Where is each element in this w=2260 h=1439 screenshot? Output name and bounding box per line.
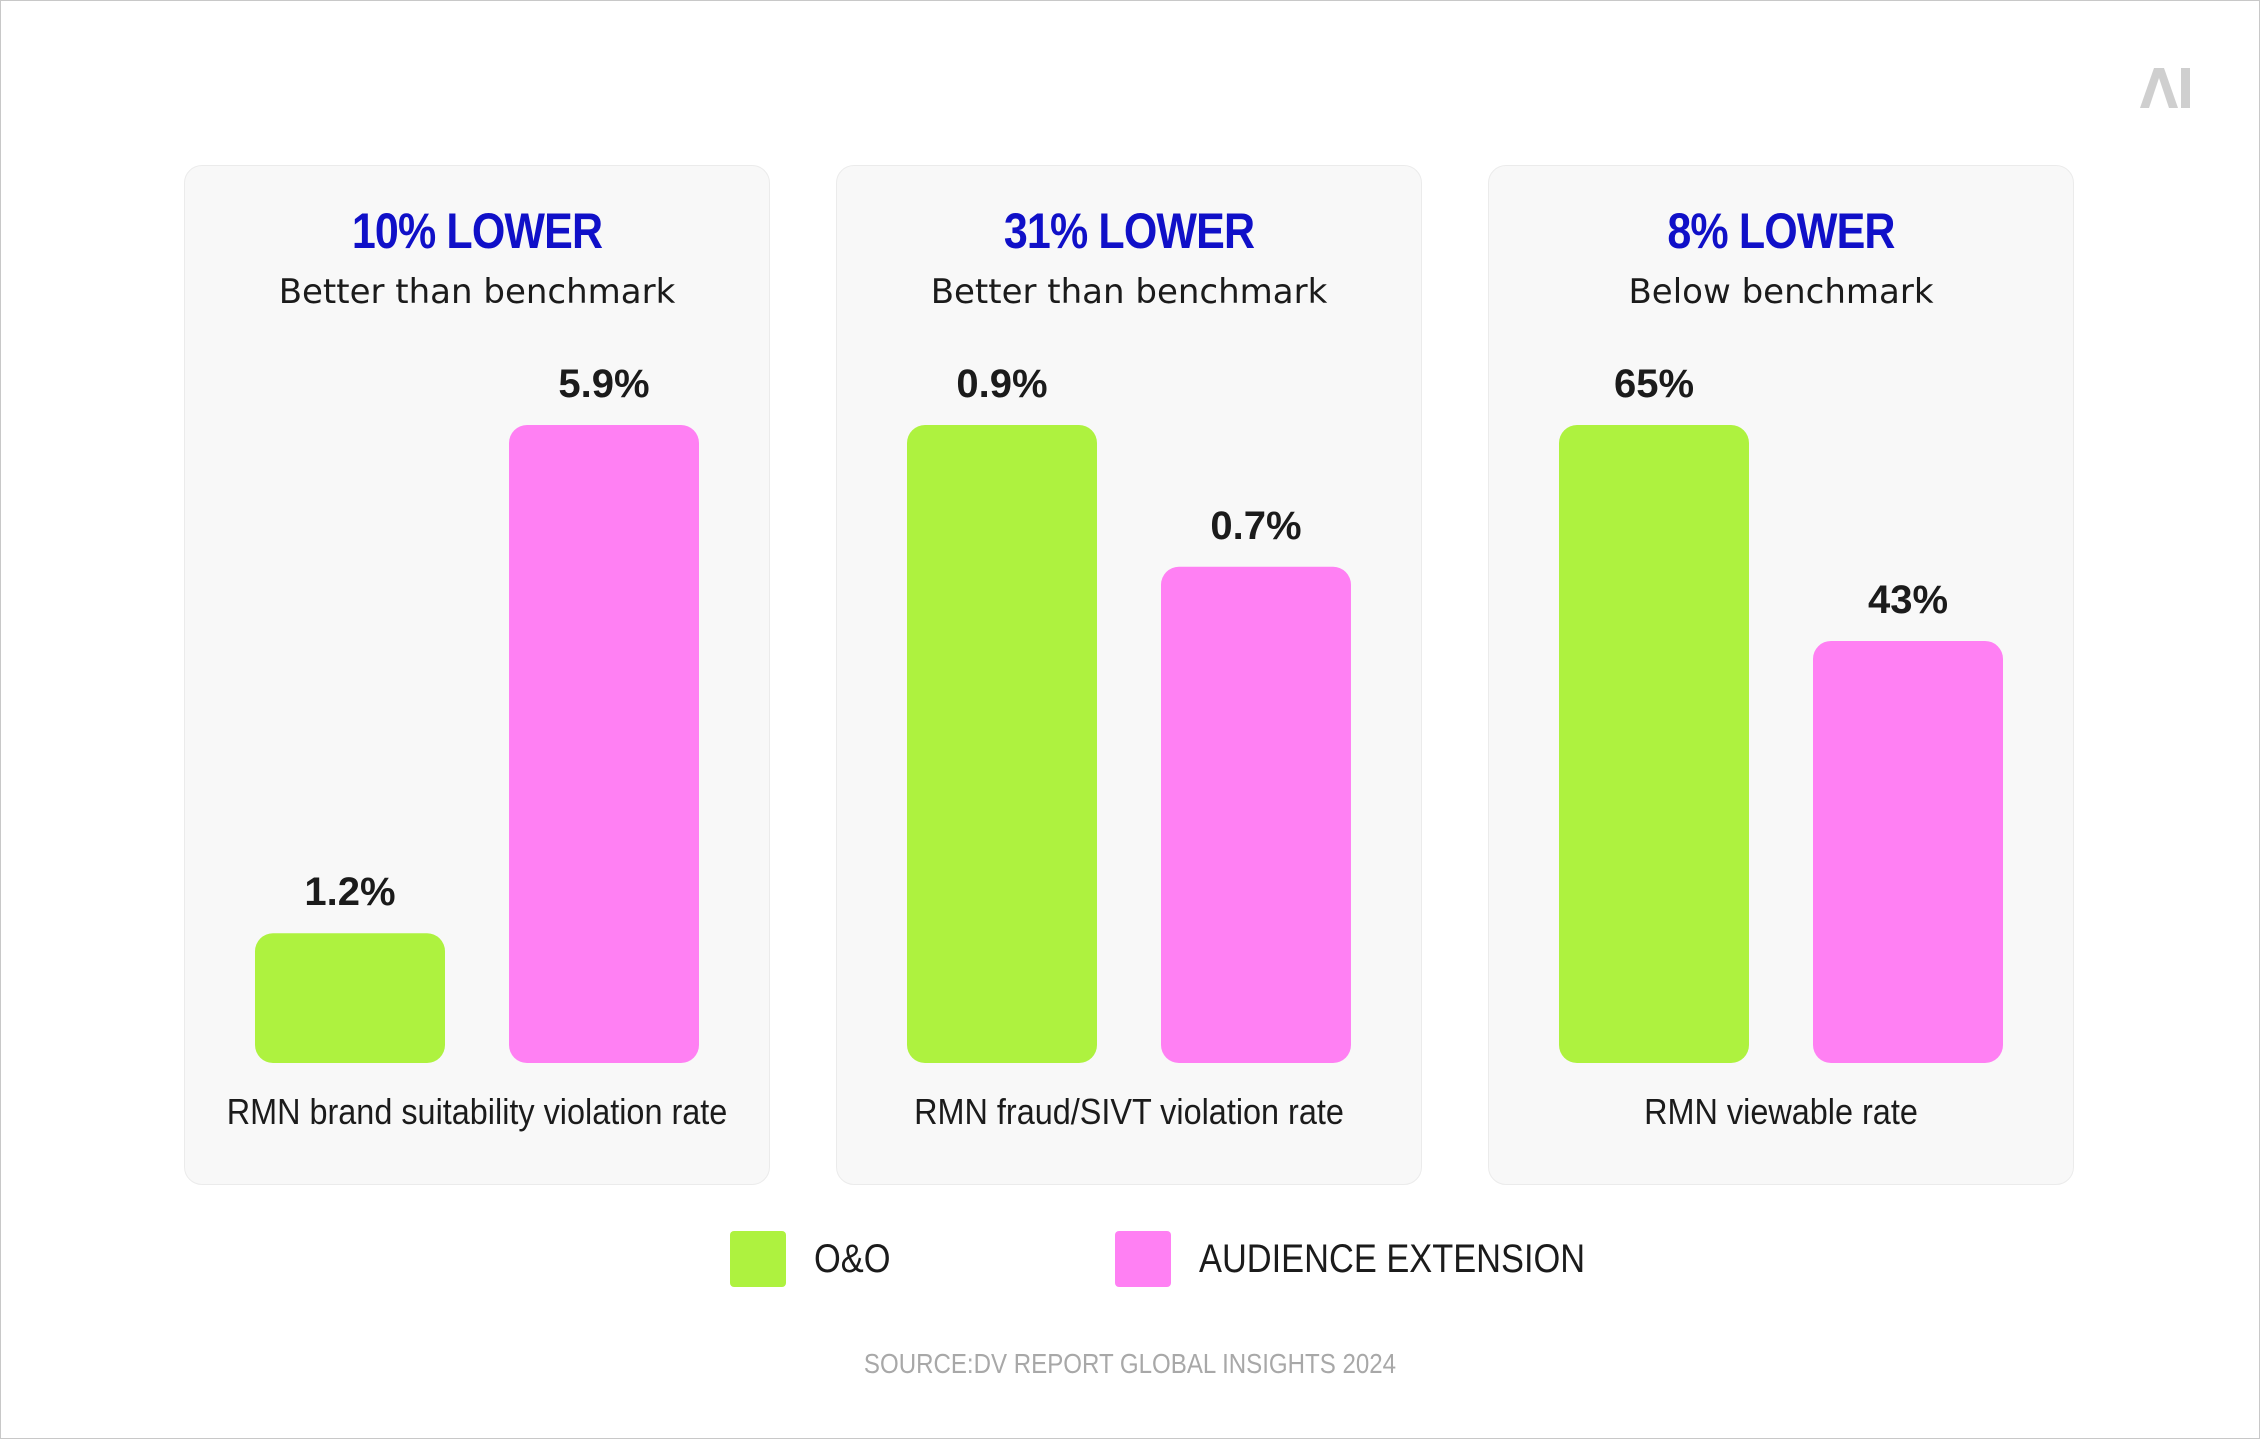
bar-plot: 65% 43% xyxy=(1559,362,2003,1063)
data-label-o-and-o: 0.9% xyxy=(956,362,1047,406)
bar-o-and-o xyxy=(907,425,1097,1063)
ai-logo: AI xyxy=(2140,68,2190,108)
legend-swatch-pink xyxy=(1115,1231,1171,1287)
bar-plot: 0.9% 0.7% xyxy=(907,362,1351,1063)
legend-swatch-green xyxy=(730,1231,786,1287)
legend-label: O&O xyxy=(814,1236,891,1281)
data-label-audience-extension: 5.9% xyxy=(558,362,649,406)
panel-subline: Better than benchmark xyxy=(278,272,676,312)
legend-item-audience-extension: AUDIENCE EXTENSION xyxy=(1115,1230,1648,1288)
bar-o-and-o xyxy=(255,933,445,1063)
data-label-o-and-o: 65% xyxy=(1614,362,1694,406)
panel-headline: 10% LOWER xyxy=(351,203,603,259)
panel-headline: 31% LOWER xyxy=(1003,203,1255,259)
data-label-o-and-o: 1.2% xyxy=(304,870,395,914)
data-label-audience-extension: 43% xyxy=(1868,578,1948,622)
bar-audience-extension xyxy=(1161,566,1351,1063)
bar-audience-extension xyxy=(1813,640,2003,1063)
chart-panel-brand-suitability: 10% LOWER Better than benchmark 1.2% 5.9%… xyxy=(184,165,770,1185)
bar-o-and-o xyxy=(1559,425,1749,1063)
panel-subline: Below benchmark xyxy=(1628,272,1934,312)
legend-item-o-and-o: O&O xyxy=(730,1230,903,1288)
panel-headline: 8% LOWER xyxy=(1667,203,1895,259)
bar-plot: 1.2% 5.9% xyxy=(255,362,699,1063)
chart-axis-title: RMN brand suitability violation rate xyxy=(226,1091,728,1132)
chart-panel-viewable-rate: 8% LOWER Below benchmark 65% 43% RMN view… xyxy=(1488,165,2074,1185)
source-note: SOURCE:DV REPORT GLOBAL INSIGHTS 2024 xyxy=(863,1348,1397,1379)
chart-axis-title: RMN fraud/SIVT violation rate xyxy=(914,1091,1344,1132)
bar-audience-extension xyxy=(509,425,699,1063)
chart-panel-fraud-sivt: 31% LOWER Better than benchmark 0.9% 0.7%… xyxy=(836,165,1422,1185)
panel-subline: Better than benchmark xyxy=(930,272,1328,312)
chart-axis-title: RMN viewable rate xyxy=(1644,1091,1918,1132)
data-label-audience-extension: 0.7% xyxy=(1210,504,1301,548)
legend-label: AUDIENCE EXTENSION xyxy=(1199,1236,1586,1281)
